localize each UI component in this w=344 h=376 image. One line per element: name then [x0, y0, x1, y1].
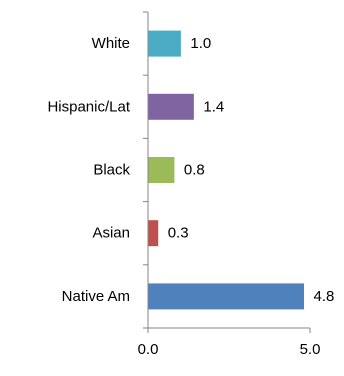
bar-black — [148, 157, 175, 183]
value-label-black: 0.8 — [184, 162, 205, 179]
x-tick-label-1: 5.0 — [300, 341, 321, 358]
value-label-native-am: 4.8 — [314, 288, 335, 305]
labels-group: White 1.0 Hispanic/Lat 1.4 Black 0.8 Asian 0.3 N… — [47, 35, 334, 358]
bar-hispanic-lat — [148, 93, 194, 120]
category-label-asian: Asian — [92, 225, 130, 242]
value-label-white: 1.0 — [190, 35, 211, 52]
bar-native-am — [148, 283, 305, 310]
bar-asian — [148, 220, 159, 247]
value-label-hispanic-lat: 1.4 — [203, 98, 224, 115]
bar-white — [148, 30, 181, 57]
axes-group — [143, 11, 311, 333]
category-label-white: White — [92, 35, 130, 52]
category-label-hispanic-lat: Hispanic/Lat — [47, 98, 130, 115]
category-label-black: Black — [93, 162, 130, 179]
category-label-native-am: Native Am — [62, 288, 130, 305]
x-tick-label-0: 0.0 — [138, 341, 159, 358]
value-label-asian: 0.3 — [168, 225, 189, 242]
bars-group — [148, 30, 305, 310]
